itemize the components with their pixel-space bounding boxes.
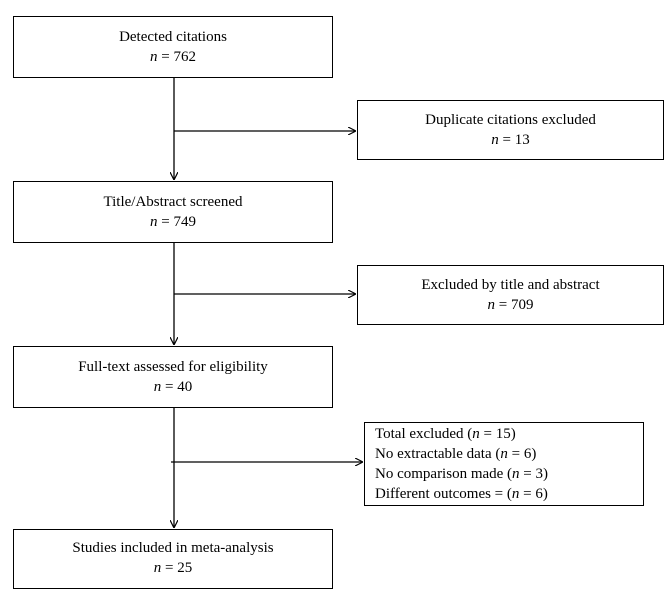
line-text: No comparison made ( xyxy=(375,466,513,482)
box-label: Excluded by title and abstract xyxy=(421,277,600,293)
line-value: = 15) xyxy=(479,426,516,442)
n-symbol: n xyxy=(153,560,162,576)
line-text: No extractable data ( xyxy=(375,446,501,462)
n-symbol: n xyxy=(511,486,520,502)
count-value: = 25 xyxy=(165,560,193,576)
box-count: n = 762 xyxy=(14,47,332,67)
box-label: Title/Abstract screened xyxy=(103,194,243,210)
count-value: = 40 xyxy=(165,379,193,395)
line-value: = 6) xyxy=(507,446,537,462)
box-duplicate-excluded: Duplicate citations excluded n = 13 xyxy=(357,100,664,160)
box-excluded-title-abstract: Excluded by title and abstract n = 709 xyxy=(357,265,664,325)
line-text: Different outcomes = ( xyxy=(375,486,512,502)
box-title-abstract-screened: Title/Abstract screened n = 749 xyxy=(13,181,333,243)
n-symbol: n xyxy=(150,214,158,230)
count-value: = 749 xyxy=(161,214,196,230)
n-symbol: n xyxy=(150,49,158,65)
box-count: n = 13 xyxy=(358,130,663,150)
n-symbol: n xyxy=(487,297,496,313)
box-label: Detected citations xyxy=(119,29,227,45)
box-count: n = 749 xyxy=(14,212,332,232)
box-total-excluded: Total excluded (n = 15) No extractable d… xyxy=(364,422,644,506)
line-value: = 3) xyxy=(519,466,549,482)
line-value: = 6) xyxy=(519,486,548,502)
no-extractable-data-line: No extractable data (n = 6) xyxy=(375,444,643,464)
box-studies-included: Studies included in meta-analysis n = 25 xyxy=(13,529,333,589)
box-label: Studies included in meta-analysis xyxy=(72,540,274,556)
box-detected-citations: Detected citations n = 762 xyxy=(13,16,333,78)
box-label: Duplicate citations excluded xyxy=(425,112,596,128)
n-symbol: n xyxy=(153,379,162,395)
different-outcomes-line: Different outcomes = (n = 6) xyxy=(375,484,643,504)
box-count: n = 40 xyxy=(14,377,332,397)
count-value: = 709 xyxy=(498,297,534,313)
total-excluded-line: Total excluded (n = 15) xyxy=(375,424,643,444)
count-value: = 13 xyxy=(502,132,530,148)
box-fulltext-assessed: Full-text assessed for eligibility n = 4… xyxy=(13,346,333,408)
box-count: n = 709 xyxy=(358,295,663,315)
box-label: Full-text assessed for eligibility xyxy=(78,359,268,375)
no-comparison-made-line: No comparison made (n = 3) xyxy=(375,464,643,484)
n-symbol: n xyxy=(472,426,480,442)
n-symbol: n xyxy=(512,466,520,482)
box-count: n = 25 xyxy=(14,558,332,578)
n-symbol: n xyxy=(491,132,499,148)
line-text: Total excluded ( xyxy=(375,426,473,442)
count-value: = 762 xyxy=(161,49,196,65)
n-symbol: n xyxy=(500,446,508,462)
